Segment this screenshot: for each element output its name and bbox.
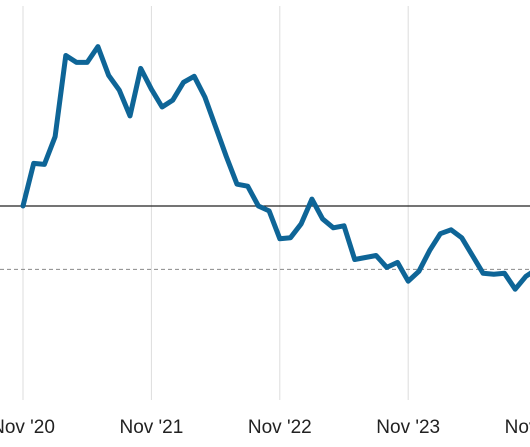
data-point-0-46 xyxy=(514,287,517,291)
data-point-0-17 xyxy=(203,95,207,99)
x-tick-label-4: Nov '24 xyxy=(505,417,530,438)
data-point-0-31 xyxy=(353,258,356,261)
data-point-0-20 xyxy=(235,183,239,186)
series-layer xyxy=(20,44,530,292)
data-point-0-12 xyxy=(150,87,153,91)
data-point-0-5 xyxy=(75,61,78,64)
data-point-0-6 xyxy=(86,61,89,64)
data-point-0-28 xyxy=(321,217,324,221)
data-point-0-34 xyxy=(385,266,388,269)
data-point-0-35 xyxy=(396,261,399,264)
data-point-0-39 xyxy=(439,232,442,235)
data-point-0-42 xyxy=(471,254,474,257)
data-point-0-30 xyxy=(342,224,346,227)
data-point-0-4 xyxy=(64,54,68,57)
data-point-0-32 xyxy=(364,256,367,259)
data-point-0-13 xyxy=(160,105,164,109)
x-tick-label-1: Nov '21 xyxy=(119,417,183,438)
reference-lines xyxy=(0,205,530,270)
data-point-0-10 xyxy=(128,114,132,118)
data-point-0-16 xyxy=(193,75,196,78)
data-point-0-27 xyxy=(310,197,314,201)
data-point-0-36 xyxy=(407,280,410,283)
data-point-0-47 xyxy=(524,275,528,278)
data-point-0-18 xyxy=(214,125,217,128)
vertical-gridlines xyxy=(22,6,409,400)
data-point-0-1 xyxy=(32,162,35,165)
data-point-0-2 xyxy=(43,163,46,166)
data-point-0-8 xyxy=(107,74,110,77)
data-point-0-22 xyxy=(257,204,260,208)
data-point-0-25 xyxy=(289,236,292,239)
x-tick-label-0: Nov '20 xyxy=(0,417,55,438)
series-line-0 xyxy=(20,44,530,292)
data-point-0-23 xyxy=(267,209,271,213)
data-point-0-44 xyxy=(492,273,495,276)
data-point-0-21 xyxy=(246,185,249,188)
data-point-0-26 xyxy=(300,222,303,226)
x-tick-label-3: Nov '23 xyxy=(376,417,440,438)
data-point-0-19 xyxy=(225,155,228,158)
data-point-0-11 xyxy=(139,67,142,70)
data-point-0-38 xyxy=(428,249,431,252)
data-point-0-45 xyxy=(503,272,506,275)
data-point-0-29 xyxy=(332,226,335,229)
data-point-0-41 xyxy=(460,236,463,239)
data-point-0-43 xyxy=(481,272,485,275)
data-point-0-24 xyxy=(278,237,281,240)
data-point-0-15 xyxy=(182,81,185,84)
data-point-0-7 xyxy=(96,45,100,48)
data-point-0-3 xyxy=(53,135,57,138)
data-point-0-14 xyxy=(171,98,174,102)
x-tick-label-2: Nov '22 xyxy=(248,417,312,438)
data-point-0-40 xyxy=(449,228,453,231)
data-point-0-37 xyxy=(417,270,421,273)
data-point-0-9 xyxy=(118,88,121,92)
x-axis-tick-labels: Nov '20 Nov '21 Nov '22 Nov '23 Nov '24 xyxy=(0,417,530,438)
data-point-0-0 xyxy=(21,204,25,208)
data-point-0-33 xyxy=(374,254,378,257)
